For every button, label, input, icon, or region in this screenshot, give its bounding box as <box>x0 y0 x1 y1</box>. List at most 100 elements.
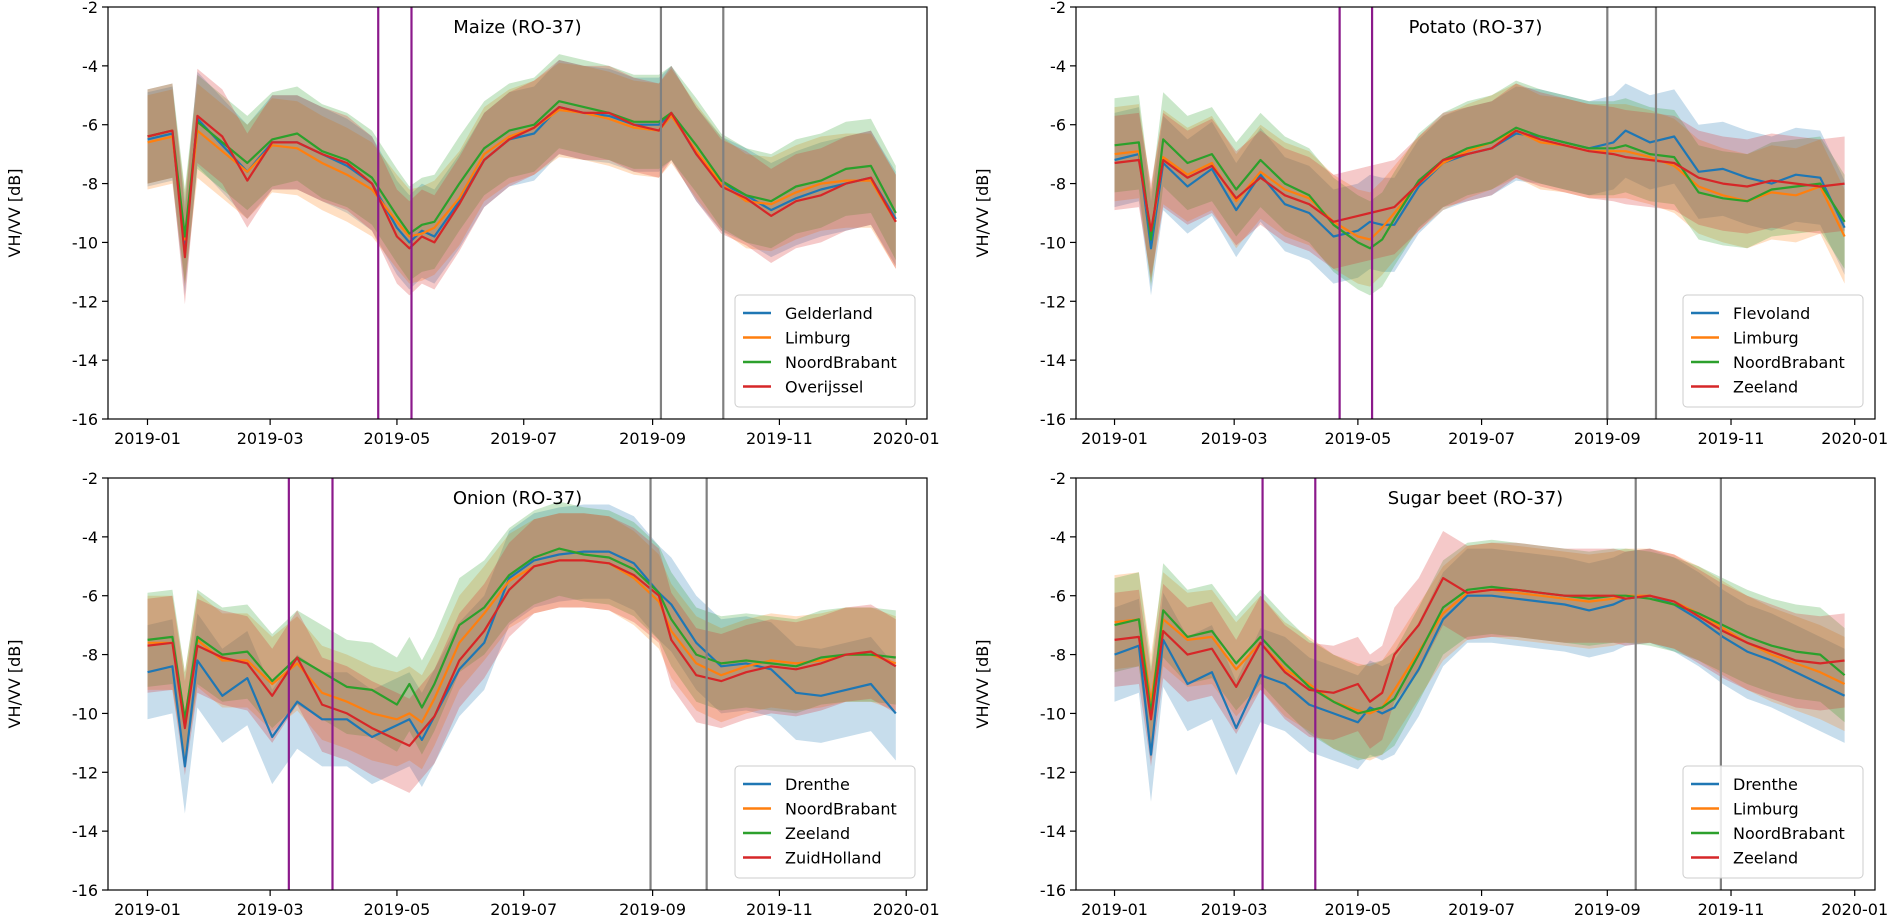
y-tick-label: -16 <box>72 410 98 429</box>
series-band <box>147 501 896 767</box>
y-tick-label: -2 <box>1050 469 1066 488</box>
series-band <box>1114 80 1845 296</box>
chart-panel: -16 -14 -12 -10 -8 -6 -4 -2 2019-01 2019-03 2019-0… <box>973 0 1888 448</box>
x-tick-label: 2019-03 <box>237 429 304 448</box>
y-tick-label: -4 <box>1050 57 1066 76</box>
y-tick-label: -4 <box>1050 528 1066 547</box>
x-tick-label: 2019-03 <box>1201 429 1268 448</box>
y-tick-label: -10 <box>1040 704 1066 723</box>
legend: Gelderland Limburg NoordBrabant Overijssel <box>734 294 916 408</box>
series-line <box>147 105 897 259</box>
x-tick-label: 2019-05 <box>364 429 431 448</box>
x-tick-label: 2019-05 <box>1324 900 1391 916</box>
series-line <box>147 559 897 724</box>
x-tick-label: 2019-01 <box>1081 429 1148 448</box>
y-tick-label: -10 <box>72 704 98 723</box>
plot-area <box>1114 7 1846 419</box>
x-tick-label: 2019-03 <box>237 900 304 916</box>
series-band <box>1114 83 1845 278</box>
series-band <box>147 54 896 284</box>
chart-panel: -16 -14 -12 -10 -8 -6 -4 -2 2019-01 2019-03 2019-0… <box>973 469 1888 916</box>
y-tick-label: -8 <box>1050 646 1066 665</box>
plot-area <box>147 478 897 890</box>
series-line <box>1114 585 1846 715</box>
series-band <box>1114 548 1845 802</box>
legend: Drenthe Limburg NoordBrabant Zeeland <box>1682 765 1864 879</box>
y-axis-label: VH/VV [dB] <box>973 640 992 729</box>
series-band <box>1114 83 1845 287</box>
legend-box <box>1682 294 1864 408</box>
chart-title: Onion (RO-37) <box>453 488 582 509</box>
y-tick-label: -2 <box>82 469 98 488</box>
series-line <box>1114 129 1845 232</box>
legend-entry: Zeeland <box>1733 849 1798 868</box>
series-band <box>1114 539 1845 761</box>
y-tick-label: -4 <box>82 57 98 76</box>
y-axis-label: VH/VV [dB] <box>5 169 24 258</box>
series-band <box>147 513 896 770</box>
legend-entry: NoordBrabant <box>785 800 897 819</box>
plot-frame <box>107 477 928 891</box>
series-band <box>147 504 896 814</box>
x-tick-label: 2019-11 <box>746 900 813 916</box>
x-tick-label: 2019-07 <box>1448 429 1515 448</box>
x-tick-label: 2019-11 <box>746 429 813 448</box>
x-tick-label: 2019-01 <box>114 429 181 448</box>
x-tick-label: 2019-01 <box>114 900 181 916</box>
legend-entry: Limburg <box>785 329 851 348</box>
series-line <box>147 108 897 241</box>
x-tick-label: 2020-01 <box>1821 900 1888 916</box>
legend-entry: Drenthe <box>785 775 850 794</box>
legend-entry: Limburg <box>1733 800 1799 819</box>
legend-entry: NoordBrabant <box>785 353 897 372</box>
x-tick-label: 2019-09 <box>619 429 686 448</box>
series-line <box>1114 576 1845 721</box>
y-tick-label: -8 <box>82 646 98 665</box>
x-tick-label: 2020-01 <box>873 429 940 448</box>
series-line <box>147 547 896 721</box>
y-axis-label: VH/VV [dB] <box>973 169 992 258</box>
y-tick-label: -6 <box>1050 116 1066 135</box>
series-line <box>1114 126 1846 250</box>
series-line <box>1114 129 1846 250</box>
y-tick-label: -14 <box>1040 822 1066 841</box>
series-band <box>147 60 896 305</box>
plot-area <box>147 7 897 419</box>
series-band <box>1114 531 1845 767</box>
series-line <box>1114 588 1846 715</box>
legend-box <box>1682 765 1864 879</box>
legend: Flevoland Limburg NoordBrabant Zeeland <box>1682 294 1864 408</box>
x-tick-label: 2019-07 <box>490 900 557 916</box>
x-tick-label: 2019-03 <box>1201 900 1268 916</box>
series-band <box>1114 542 1845 761</box>
series-line <box>147 100 897 238</box>
legend-entry: NoordBrabant <box>1733 353 1845 372</box>
x-tick-label: 2020-01 <box>873 900 940 916</box>
legend: Drenthe NoordBrabant Zeeland ZuidHolland <box>734 765 916 879</box>
y-tick-label: -16 <box>72 881 98 900</box>
legend-box <box>734 294 916 408</box>
x-tick-label: 2019-11 <box>1698 429 1765 448</box>
plot-frame <box>107 6 928 420</box>
y-tick-label: -8 <box>1050 175 1066 194</box>
chart-title: Potato (RO-37) <box>1409 17 1543 38</box>
x-tick-label: 2019-07 <box>1448 900 1515 916</box>
y-tick-label: -2 <box>1050 0 1066 17</box>
x-tick-label: 2019-09 <box>1574 429 1641 448</box>
series-band <box>147 62 896 287</box>
y-tick-label: -10 <box>72 233 98 252</box>
x-tick-label: 2019-09 <box>619 900 686 916</box>
series-band <box>1114 83 1845 296</box>
chart-title: Sugar beet (RO-37) <box>1388 488 1563 509</box>
legend-entry: Overijssel <box>785 378 863 397</box>
legend-entry: Zeeland <box>785 824 850 843</box>
plot-area <box>1114 478 1846 890</box>
legend-entry: Drenthe <box>1733 775 1798 794</box>
y-tick-label: -12 <box>72 763 98 782</box>
x-tick-label: 2019-01 <box>1081 900 1148 916</box>
y-tick-label: -6 <box>82 587 98 606</box>
legend-entry: ZuidHolland <box>785 849 882 868</box>
legend-entry: NoordBrabant <box>1733 824 1845 843</box>
y-axis-label: VH/VV [dB] <box>5 640 24 729</box>
x-tick-label: 2019-05 <box>364 900 431 916</box>
